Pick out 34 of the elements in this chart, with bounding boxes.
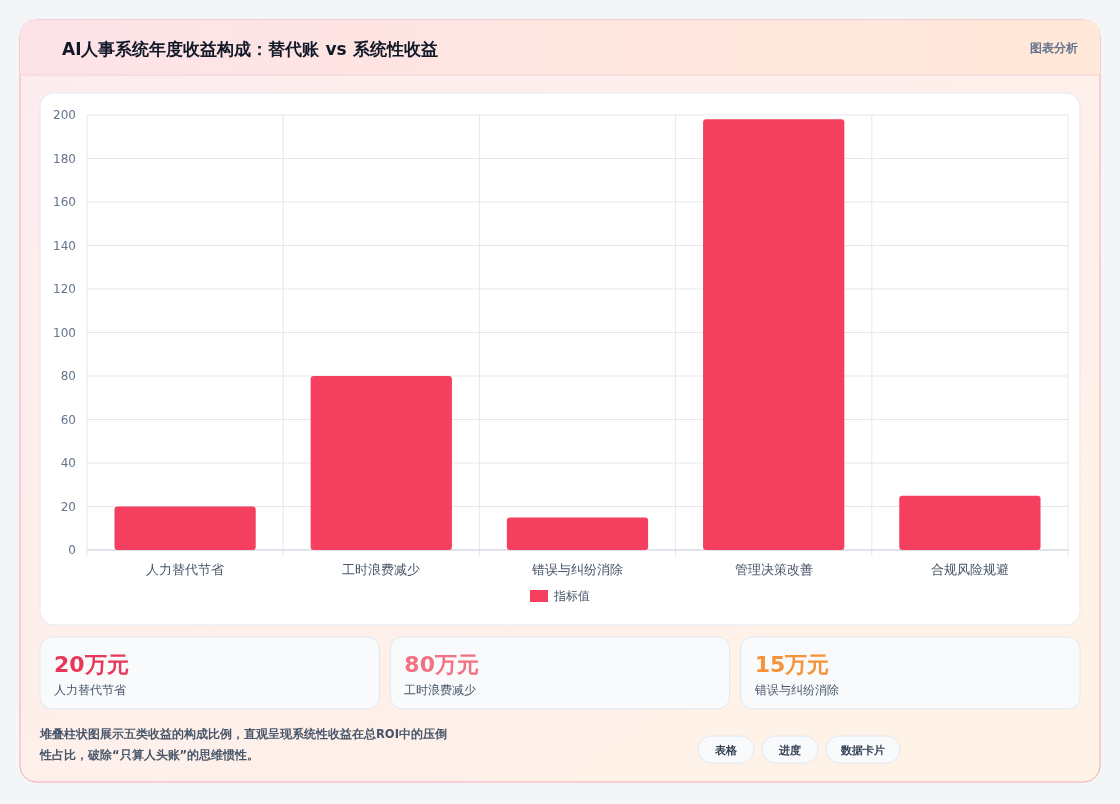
y-tick-label: 200 (53, 108, 76, 122)
text: 工时浪费减少 (404, 683, 477, 697)
chart-title: AI人事系统年度收益构成：替代账 vs 系统性收益 (62, 39, 438, 59)
bar (114, 506, 256, 550)
text: 20万元 (54, 652, 129, 677)
bar (506, 517, 649, 550)
text: 15万元 (754, 652, 830, 677)
x-tick-label: 合规风险规避 (930, 562, 1009, 577)
text: 数据卡片 (840, 744, 885, 757)
y-tick-label: 40 (60, 456, 76, 470)
legend-label: 指标值 (553, 589, 590, 603)
y-tick-label: 160 (53, 195, 76, 209)
y-tick-label: 60 (60, 412, 76, 427)
text: 进度 (778, 744, 801, 757)
y-tick-label: 120 (53, 282, 76, 296)
bar (899, 495, 1041, 550)
text: 人力替代节省 (54, 683, 126, 697)
x-tick-label: 管理决策改善 (734, 562, 813, 577)
x-tick-label: 工时浪费减少 (342, 562, 421, 577)
bar (703, 119, 845, 550)
text: 图表分析 (1030, 41, 1078, 55)
x-tick-label: 人力替代节省 (146, 562, 225, 577)
y-tick-label: 0 (68, 543, 76, 557)
bar (310, 376, 452, 550)
x-tick-label: 错误与纠纷消除 (531, 562, 623, 577)
y-tick-label: 100 (53, 325, 76, 340)
y-tick-label: 80 (60, 369, 76, 383)
text: 80万元 (404, 652, 479, 677)
text: 错误与纠纷消除 (753, 683, 839, 697)
y-tick-label: 20 (60, 499, 76, 514)
text: 堆叠柱状图展示五类收益的构成比例，直观呈现系统性收益在总ROI中的压倒性占比，破除“只算人头账”的思维惯性。 (39, 727, 447, 762)
text: 表格 (714, 744, 738, 757)
y-tick-label: 180 (53, 151, 76, 166)
y-tick-label: 140 (53, 238, 76, 253)
